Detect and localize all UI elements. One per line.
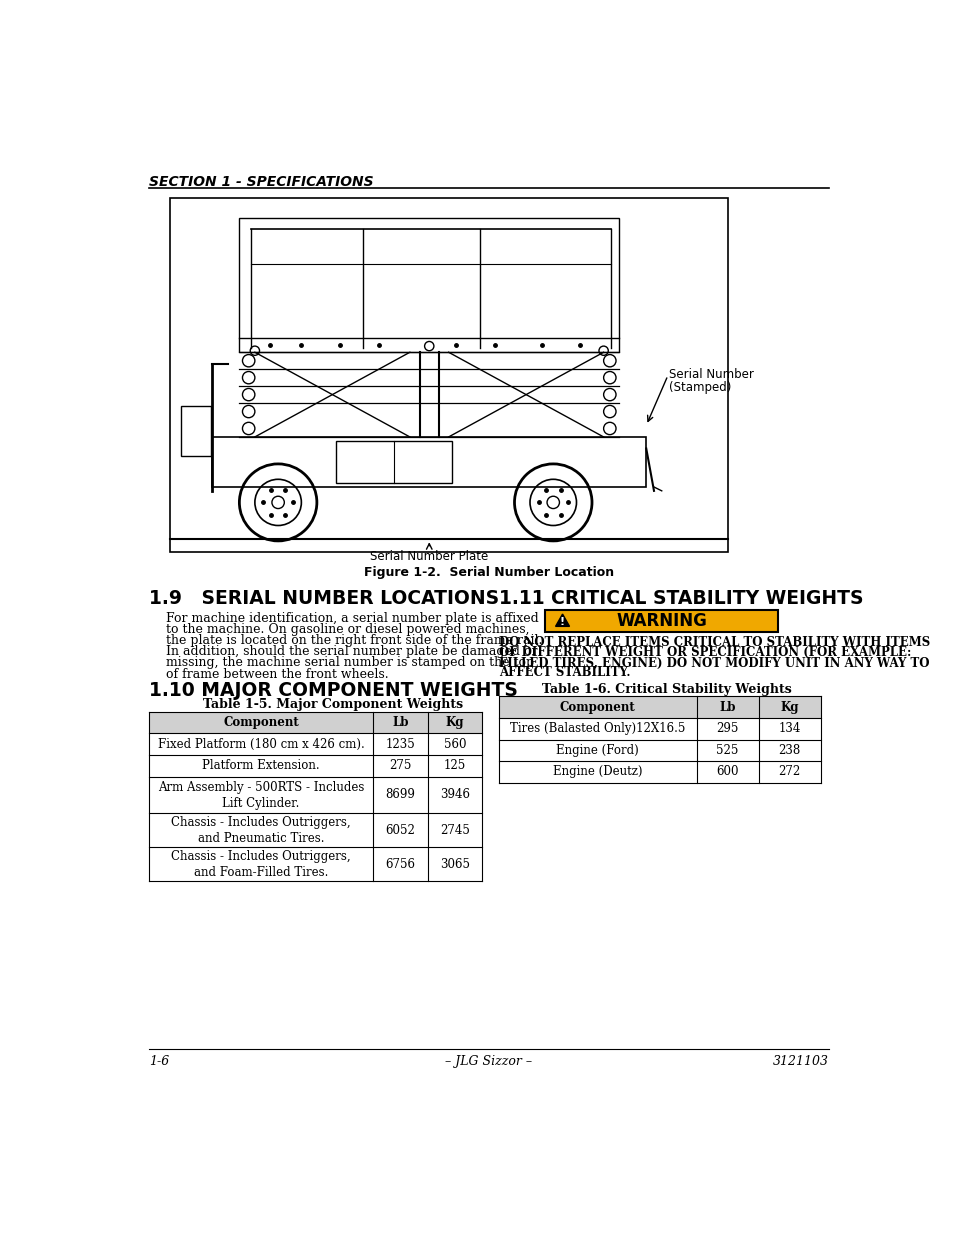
Polygon shape <box>555 614 569 626</box>
Text: Kg: Kg <box>780 700 798 714</box>
Text: 560: 560 <box>443 737 466 751</box>
Text: Component: Component <box>223 716 298 729</box>
Text: 238: 238 <box>778 743 800 757</box>
Text: 1235: 1235 <box>385 737 415 751</box>
Text: the plate is located on the right front side of the frame rail.: the plate is located on the right front … <box>166 634 541 647</box>
Text: DO NOT REPLACE ITEMS CRITICAL TO STABILITY WITH ITEMS: DO NOT REPLACE ITEMS CRITICAL TO STABILI… <box>498 636 929 650</box>
Text: Fixed Platform (180 cm x 426 cm).: Fixed Platform (180 cm x 426 cm). <box>157 737 364 751</box>
Text: Tires (Balasted Only)12X16.5: Tires (Balasted Only)12X16.5 <box>510 722 685 735</box>
Text: 2745: 2745 <box>439 824 469 837</box>
Text: In addition, should the serial number plate be damaged or: In addition, should the serial number pl… <box>166 645 537 658</box>
Text: Figure 1-2.  Serial Number Location: Figure 1-2. Serial Number Location <box>363 566 614 578</box>
Text: Kg: Kg <box>445 716 463 729</box>
Text: 295: 295 <box>716 722 738 735</box>
Text: 3946: 3946 <box>439 788 469 802</box>
Text: Component: Component <box>559 700 635 714</box>
Text: Engine (Deutz): Engine (Deutz) <box>553 766 642 778</box>
Text: Platform Extension.: Platform Extension. <box>202 760 319 772</box>
Text: Engine (Ford): Engine (Ford) <box>556 743 639 757</box>
Bar <box>239 217 618 352</box>
Text: 6052: 6052 <box>385 824 416 837</box>
Text: 1.10 MAJOR COMPONENT WEIGHTS: 1.10 MAJOR COMPONENT WEIGHTS <box>149 680 517 700</box>
Text: SECTION 1 - SPECIFICATIONS: SECTION 1 - SPECIFICATIONS <box>149 175 373 189</box>
Text: 6756: 6756 <box>385 858 416 871</box>
Bar <box>212 437 645 487</box>
Text: 125: 125 <box>443 760 465 772</box>
Text: AFFECT STABILITY.: AFFECT STABILITY. <box>498 667 630 679</box>
Bar <box>149 711 481 734</box>
Text: 3121103: 3121103 <box>772 1055 828 1068</box>
Bar <box>335 441 452 483</box>
Text: (Stamped): (Stamped) <box>669 380 731 394</box>
Text: 525: 525 <box>716 743 738 757</box>
Text: 275: 275 <box>389 760 412 772</box>
Text: WARNING: WARNING <box>616 613 706 630</box>
Text: 1.9   SERIAL NUMBER LOCATIONS: 1.9 SERIAL NUMBER LOCATIONS <box>149 589 498 608</box>
Text: Serial Number Plate: Serial Number Plate <box>370 550 488 563</box>
Text: Chassis - Includes Outriggers,
and Foam-Filled Tires.: Chassis - Includes Outriggers, and Foam-… <box>172 850 351 879</box>
Text: For machine identification, a serial number plate is affixed: For machine identification, a serial num… <box>166 611 537 625</box>
Text: OF DIFFERENT WEIGHT OR SPECIFICATION (FOR EXAMPLE:: OF DIFFERENT WEIGHT OR SPECIFICATION (FO… <box>498 646 910 659</box>
Text: Lb: Lb <box>719 700 735 714</box>
Bar <box>170 199 727 552</box>
Text: Chassis - Includes Outriggers,
and Pneumatic Tires.: Chassis - Includes Outriggers, and Pneum… <box>172 816 351 845</box>
Text: missing, the machine serial number is stamped on the top: missing, the machine serial number is st… <box>166 656 534 669</box>
Text: 8699: 8699 <box>385 788 416 802</box>
Bar <box>498 697 820 718</box>
Text: 272: 272 <box>778 766 800 778</box>
Text: to the machine. On gasoline or diesel powered machines,: to the machine. On gasoline or diesel po… <box>166 622 529 636</box>
Text: Serial Number: Serial Number <box>669 368 754 380</box>
Text: 3065: 3065 <box>439 858 469 871</box>
Text: 134: 134 <box>778 722 800 735</box>
Text: Lb: Lb <box>392 716 409 729</box>
Text: FILLED TIRES, ENGINE) DO NOT MODIFY UNIT IN ANY WAY TO: FILLED TIRES, ENGINE) DO NOT MODIFY UNIT… <box>498 656 928 669</box>
Text: Table 1-6. Critical Stability Weights: Table 1-6. Critical Stability Weights <box>541 683 791 695</box>
Text: – JLG Sizzor –: – JLG Sizzor – <box>445 1055 532 1068</box>
Text: 600: 600 <box>716 766 739 778</box>
Text: Arm Assembly - 500RTS - Includes
Lift Cylinder.: Arm Assembly - 500RTS - Includes Lift Cy… <box>158 781 364 809</box>
Bar <box>545 610 778 632</box>
Bar <box>181 406 211 456</box>
Text: !: ! <box>559 616 564 626</box>
Text: 1.11 CRITICAL STABILITY WEIGHTS: 1.11 CRITICAL STABILITY WEIGHTS <box>498 589 862 608</box>
Text: 1-6: 1-6 <box>149 1055 169 1068</box>
Text: Table 1-5. Major Component Weights: Table 1-5. Major Component Weights <box>203 698 462 711</box>
Text: of frame between the front wheels.: of frame between the front wheels. <box>166 668 388 680</box>
